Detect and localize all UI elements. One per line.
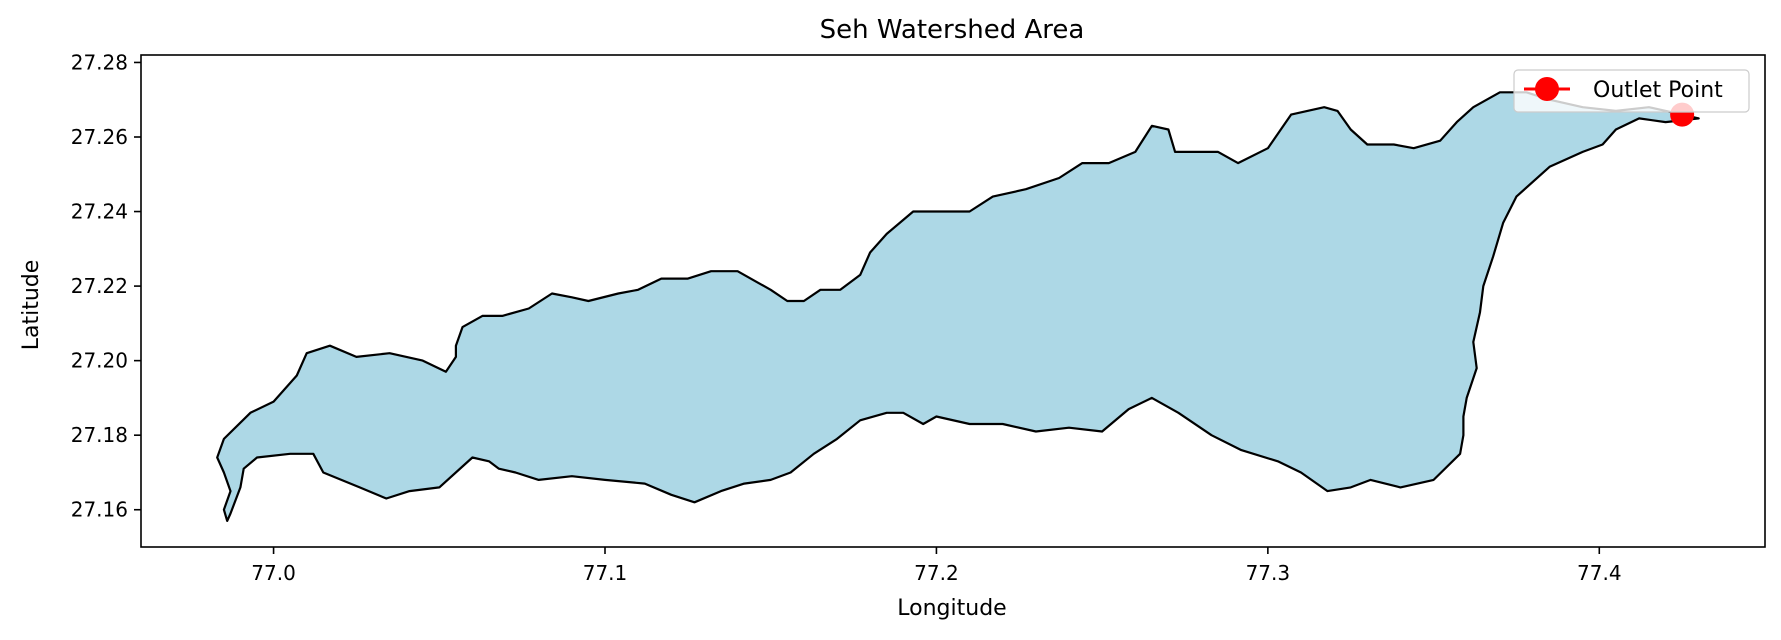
legend-box [1513,69,1750,113]
legend-label-outlet-point: Outlet Point [1593,78,1723,103]
y-axis-label: Latitude [19,260,44,351]
x-axis-label: Longitude [897,596,1006,621]
x-tick-label: 77.4 [1577,561,1622,585]
x-tick-label: 77.2 [914,561,959,585]
y-tick-label: 27.28 [71,50,128,74]
y-tick-label: 27.20 [71,349,128,373]
legend-marker-sample [1535,77,1559,101]
y-tick-label: 27.26 [71,125,128,149]
y-tick-label: 27.18 [71,423,128,447]
x-tick-label: 77.0 [251,561,296,585]
y-axis-ticks: 27.16 27.18 27.20 27.22 27.24 27.26 27.28 [71,50,141,522]
y-tick-label: 27.24 [71,200,128,224]
plot-area [140,54,1766,548]
x-tick-label: 77.1 [583,561,628,585]
legend: Outlet Point [1513,69,1750,113]
axes-frame [140,54,1766,548]
chart-title: Seh Watershed Area [820,15,1085,45]
x-axis-ticks: 77.0 77.1 77.2 77.3 77.4 [251,547,1622,585]
watershed-polygon [216,91,1700,522]
y-tick-label: 27.16 [71,498,128,522]
x-tick-label: 77.3 [1246,561,1291,585]
y-tick-label: 27.22 [71,274,128,298]
